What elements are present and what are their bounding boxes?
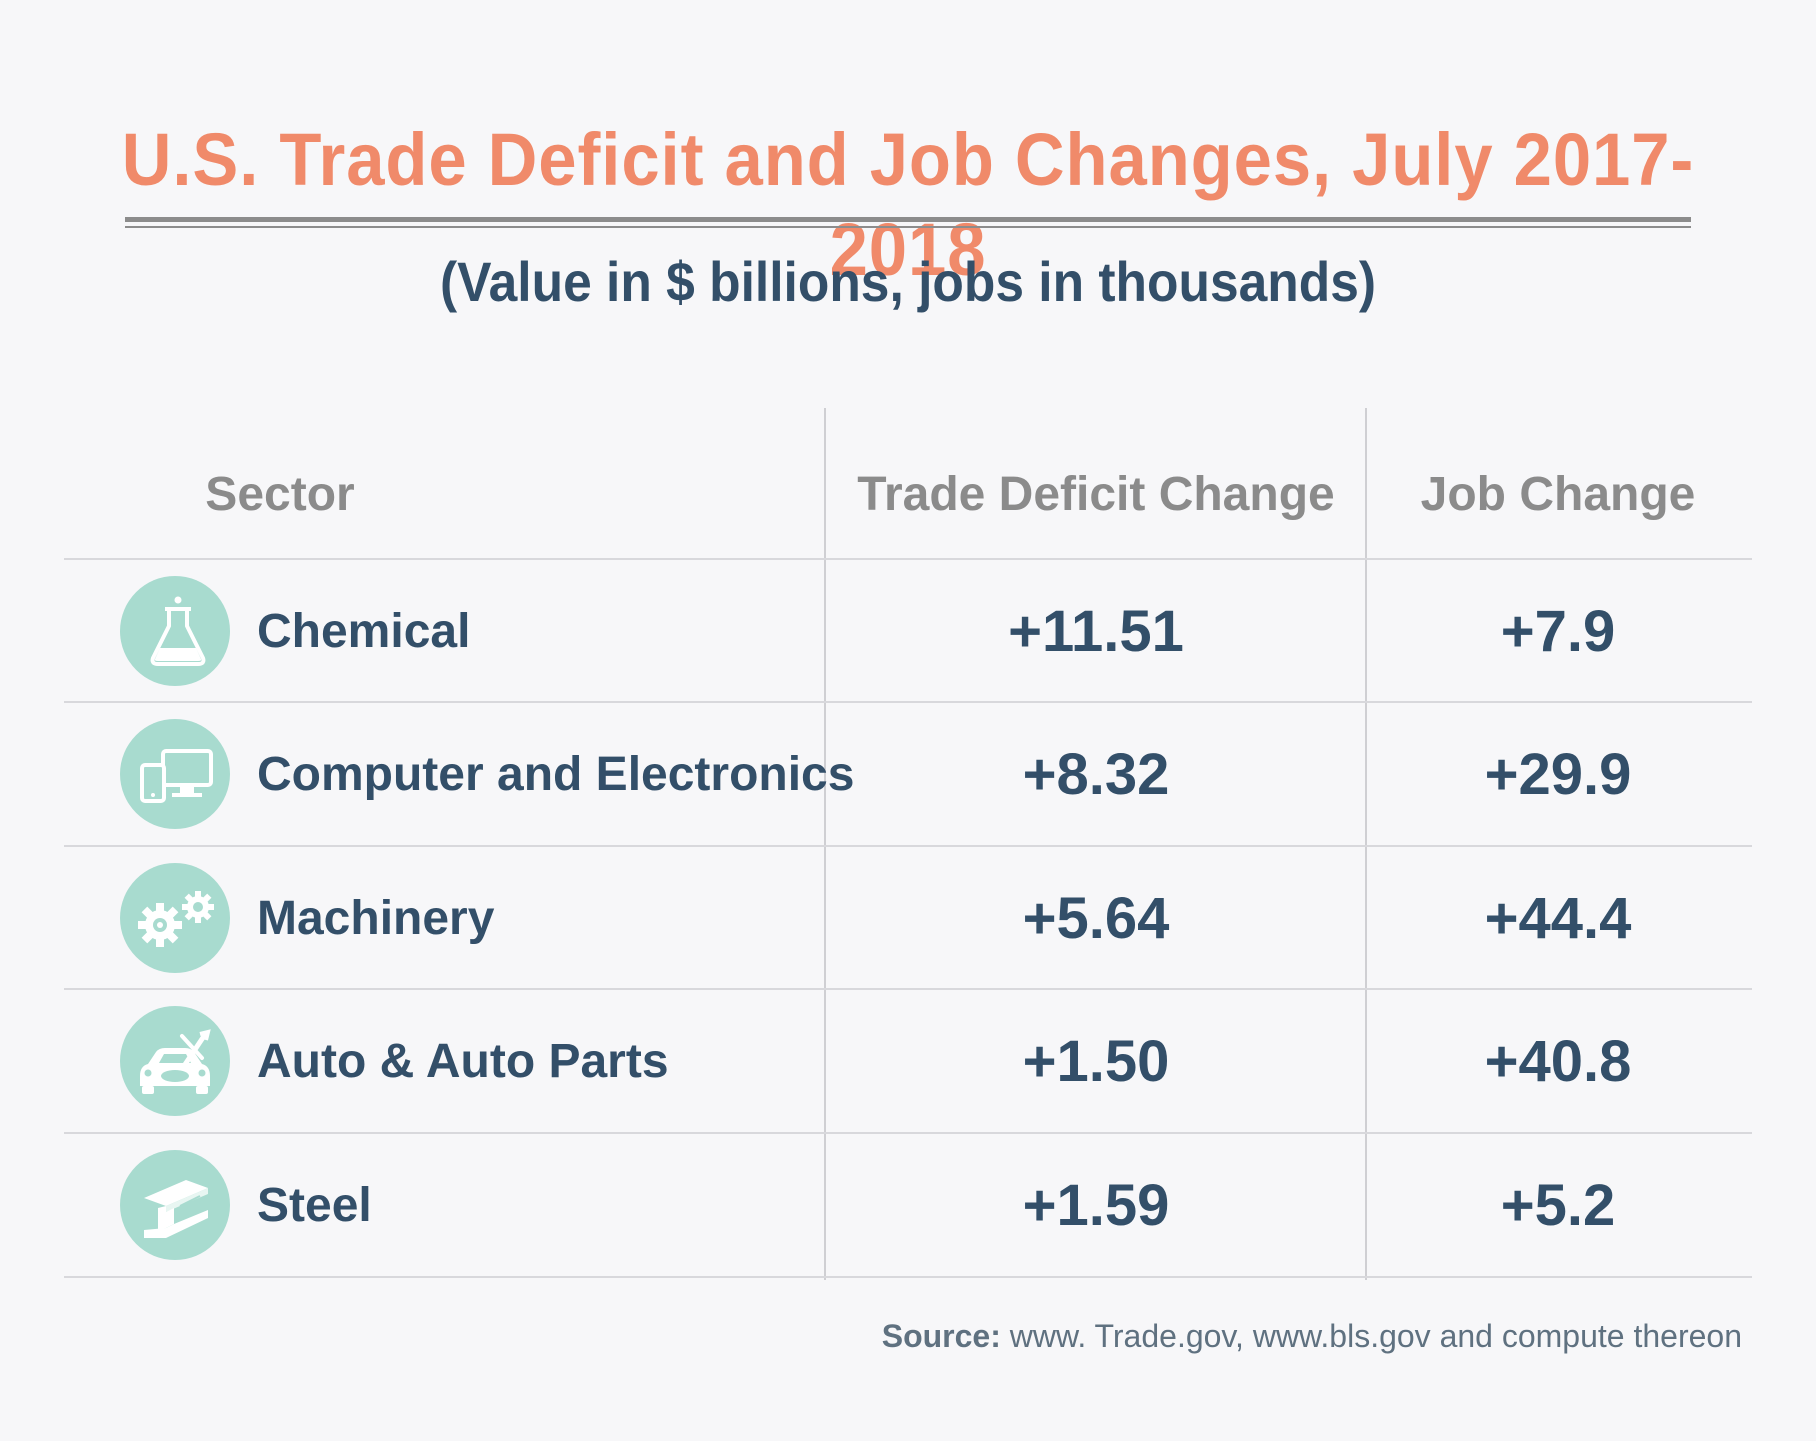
header-divider <box>64 558 1752 560</box>
trade-deficit-value: +5.64 <box>1022 886 1170 951</box>
column-header-trade-deficit: Trade Deficit Change <box>857 468 1335 521</box>
column-divider-1 <box>824 408 826 1280</box>
trade-deficit-value: +1.50 <box>1022 1029 1170 1094</box>
sector-label: Chemical <box>257 605 471 658</box>
job-change-value: +29.9 <box>1484 742 1632 807</box>
flask-icon <box>120 576 230 686</box>
column-header-sector: Sector <box>205 468 355 521</box>
title-divider-thin <box>125 226 1691 228</box>
table-row: Auto & Auto Parts +1.50 +40.8 <box>64 990 1752 1133</box>
table-bottom-border <box>64 1276 1752 1278</box>
job-change-value: +40.8 <box>1484 1029 1632 1094</box>
computer-devices-icon <box>120 719 230 829</box>
table-row: Chemical +11.51 +7.9 <box>64 560 1752 703</box>
sector-label: Auto & Auto Parts <box>257 1035 669 1088</box>
row-divider <box>64 1132 1752 1134</box>
title-divider <box>125 217 1691 222</box>
job-change-value: +7.9 <box>1500 599 1616 664</box>
column-header-job-change: Job Change <box>1420 468 1696 521</box>
sector-label: Steel <box>257 1179 372 1232</box>
car-tools-icon <box>120 1006 230 1116</box>
trade-deficit-value: +8.32 <box>1022 742 1170 807</box>
trade-deficit-value: +1.59 <box>1022 1173 1170 1238</box>
row-divider <box>64 701 1752 703</box>
job-change-value: +44.4 <box>1484 886 1632 951</box>
source-text: www. Trade.gov, www.bls.gov and compute … <box>1000 1318 1742 1354</box>
steel-beam-icon <box>120 1150 230 1260</box>
job-change-value: +5.2 <box>1500 1173 1616 1238</box>
source-note: Source: www. Trade.gov, www.bls.gov and … <box>882 1316 1742 1356</box>
row-divider <box>64 845 1752 847</box>
gears-icon <box>120 863 230 973</box>
sector-label: Computer and Electronics <box>257 748 855 801</box>
sector-label: Machinery <box>257 892 495 945</box>
column-divider-2 <box>1365 408 1367 1280</box>
table-row: Steel +1.59 +5.2 <box>64 1134 1752 1277</box>
trade-deficit-value: +11.51 <box>1008 599 1184 664</box>
row-divider <box>64 988 1752 990</box>
source-label: Source: <box>881 1318 1001 1354</box>
table-row: Machinery +5.64 +44.4 <box>64 847 1752 990</box>
chart-subtitle: (Value in $ billions, jobs in thousands) <box>439 250 1377 313</box>
table-row: Computer and Electronics +8.32 +29.9 <box>64 703 1752 846</box>
